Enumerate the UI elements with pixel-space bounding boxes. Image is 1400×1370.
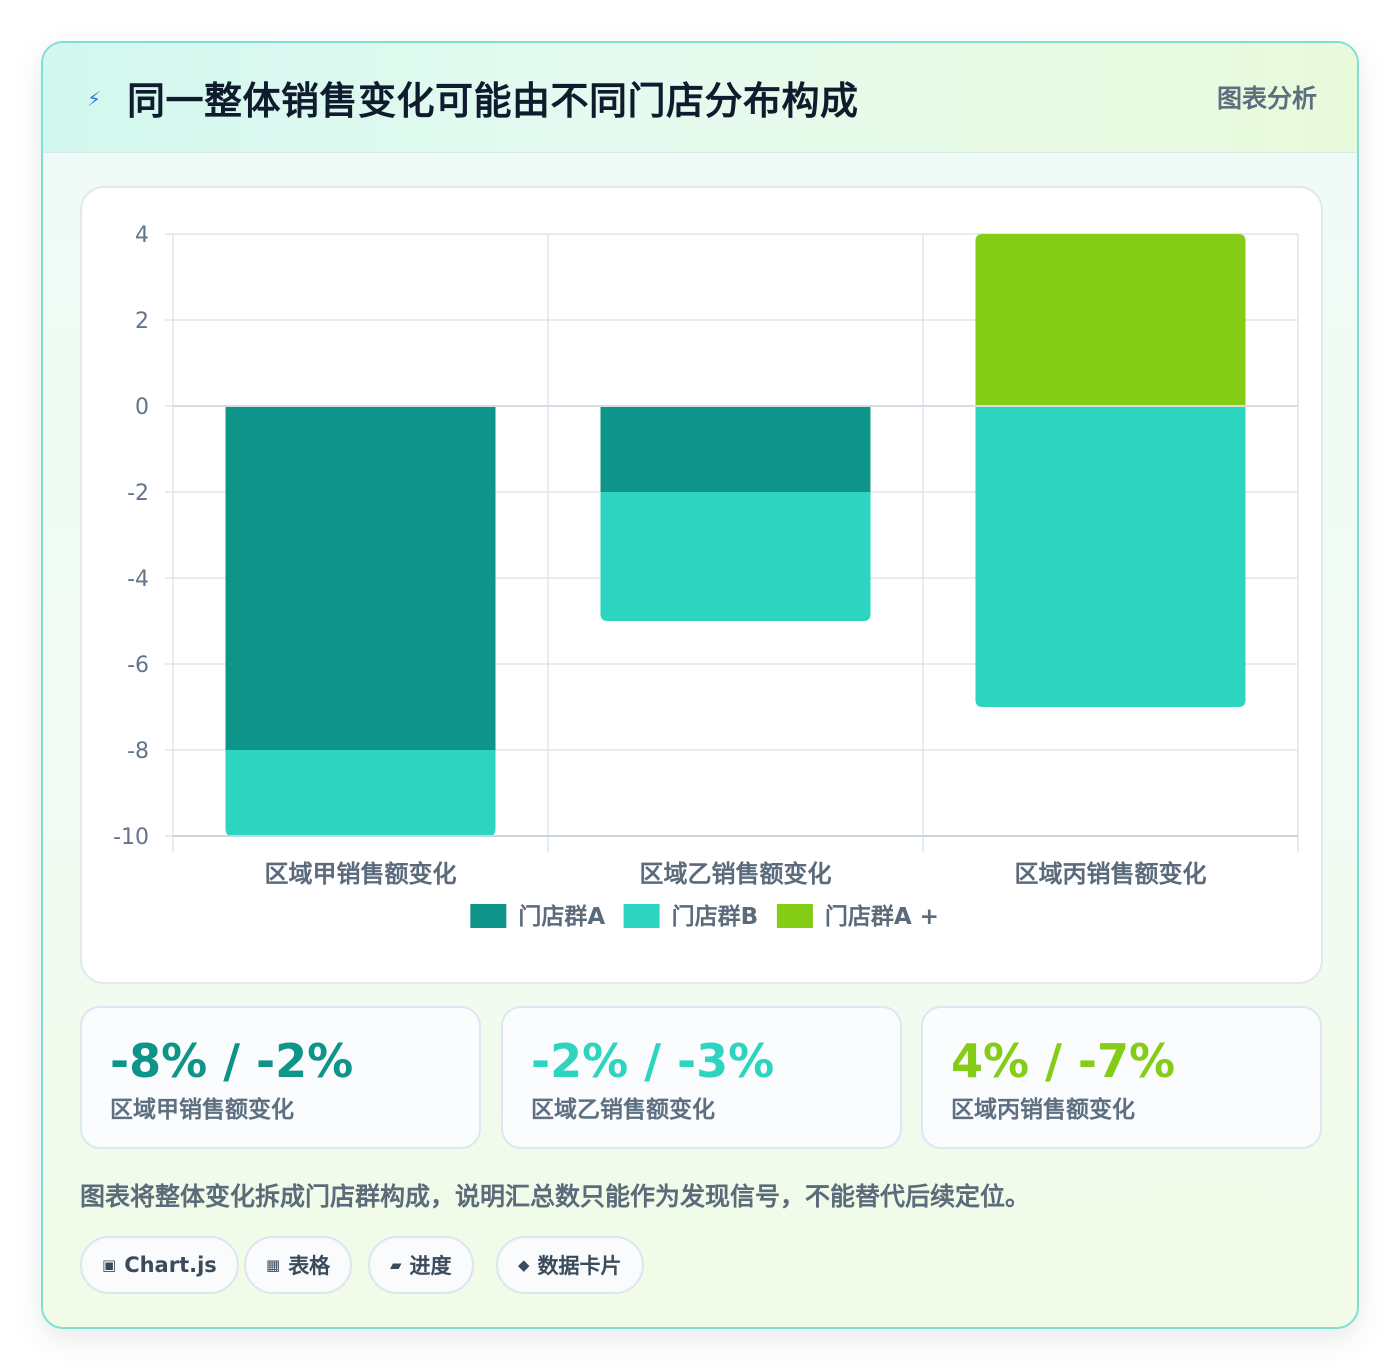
chart-panel: 4 2 0 -2 -4 -6 -8 -10 区域甲销售额变化 区域乙销售额变化 区域丙销售额变化门店… — [80, 186, 1323, 984]
legend-label: 门店群B — [672, 903, 759, 930]
stat-label: 区域丙销售额变化 — [951, 1097, 1135, 1123]
x-tick-label: 区域甲销售额变化 — [265, 860, 457, 888]
bar-segment — [600, 492, 871, 621]
chip-data-card[interactable]: ◆ 数据卡片 — [496, 1236, 644, 1294]
legend-swatch — [776, 904, 813, 928]
stat-value: -2% / -3% — [531, 1034, 775, 1088]
card-header: ⚡ 同一整体销售变化可能由不同门店分布构成 图表分析 — [43, 43, 1357, 153]
bar-segment — [225, 750, 496, 836]
stat-card-region-b: -2% / -3% 区域乙销售额变化 — [501, 1006, 902, 1149]
y-tick-label: -4 — [127, 567, 149, 592]
chip-label: Chart.js — [124, 1253, 217, 1277]
legend-swatch — [623, 904, 660, 928]
chart-card: ⚡ 同一整体销售变化可能由不同门店分布构成 图表分析 4 2 0 -2 -4 -6 -8 -1… — [41, 41, 1359, 1329]
stat-value: 4% / -7% — [951, 1034, 1176, 1088]
x-tick-label: 区域乙销售额变化 — [640, 860, 832, 888]
data-card-icon: ◆ — [518, 1256, 530, 1274]
chart-icon: ▣ — [102, 1256, 117, 1274]
y-tick-label: -8 — [127, 739, 149, 764]
bar-segment — [975, 406, 1246, 707]
chip-chartjs[interactable]: ▣ Chart.js — [80, 1236, 239, 1294]
chart-analysis-tag: 图表分析 — [1216, 84, 1317, 113]
chip-progress[interactable]: ▰ 进度 — [368, 1236, 474, 1294]
stat-card-region-c: 4% / -7% 区域丙销售额变化 — [921, 1006, 1322, 1149]
progress-icon: ▰ — [390, 1256, 402, 1274]
y-tick-label: -2 — [127, 481, 149, 506]
bar-segment — [975, 234, 1246, 406]
chip-label: 表格 — [288, 1254, 331, 1278]
stat-label: 区域乙销售额变化 — [531, 1097, 715, 1123]
y-tick-label: 4 — [135, 223, 149, 248]
legend-label: 门店群A — [518, 903, 605, 930]
bar-segment — [600, 406, 871, 492]
y-tick-label: 0 — [135, 395, 149, 420]
stacked-bar-chart: 4 2 0 -2 -4 -6 -8 -10 区域甲销售额变化 区域乙销售额变化 区域丙销售额变化门店… — [113, 223, 1299, 930]
chip-label: 数据卡片 — [537, 1254, 622, 1278]
stat-label: 区域甲销售额变化 — [110, 1097, 294, 1123]
stat-value: -8% / -2% — [110, 1034, 354, 1088]
stat-card-region-a: -8% / -2% 区域甲销售额变化 — [80, 1006, 481, 1149]
table-icon: ▦ — [266, 1256, 281, 1274]
y-tick-label: -10 — [113, 825, 149, 850]
legend-label: 门店群A + — [825, 903, 939, 930]
chip-table[interactable]: ▦ 表格 — [244, 1236, 353, 1294]
y-tick-label: -6 — [127, 653, 149, 678]
x-tick-label: 区域丙销售额变化 — [1015, 860, 1207, 888]
lightning-icon: ⚡ — [87, 87, 102, 111]
chip-label: 进度 — [409, 1254, 452, 1278]
chart-note: 图表将整体变化拆成门店群构成，说明汇总数只能作为发现信号，不能替代后续定位。 — [80, 1182, 1031, 1211]
bar-segment — [225, 406, 496, 750]
y-tick-label: 2 — [135, 309, 149, 334]
page-title: 同一整体销售变化可能由不同门店分布构成 — [127, 79, 859, 123]
legend-swatch — [470, 904, 507, 928]
